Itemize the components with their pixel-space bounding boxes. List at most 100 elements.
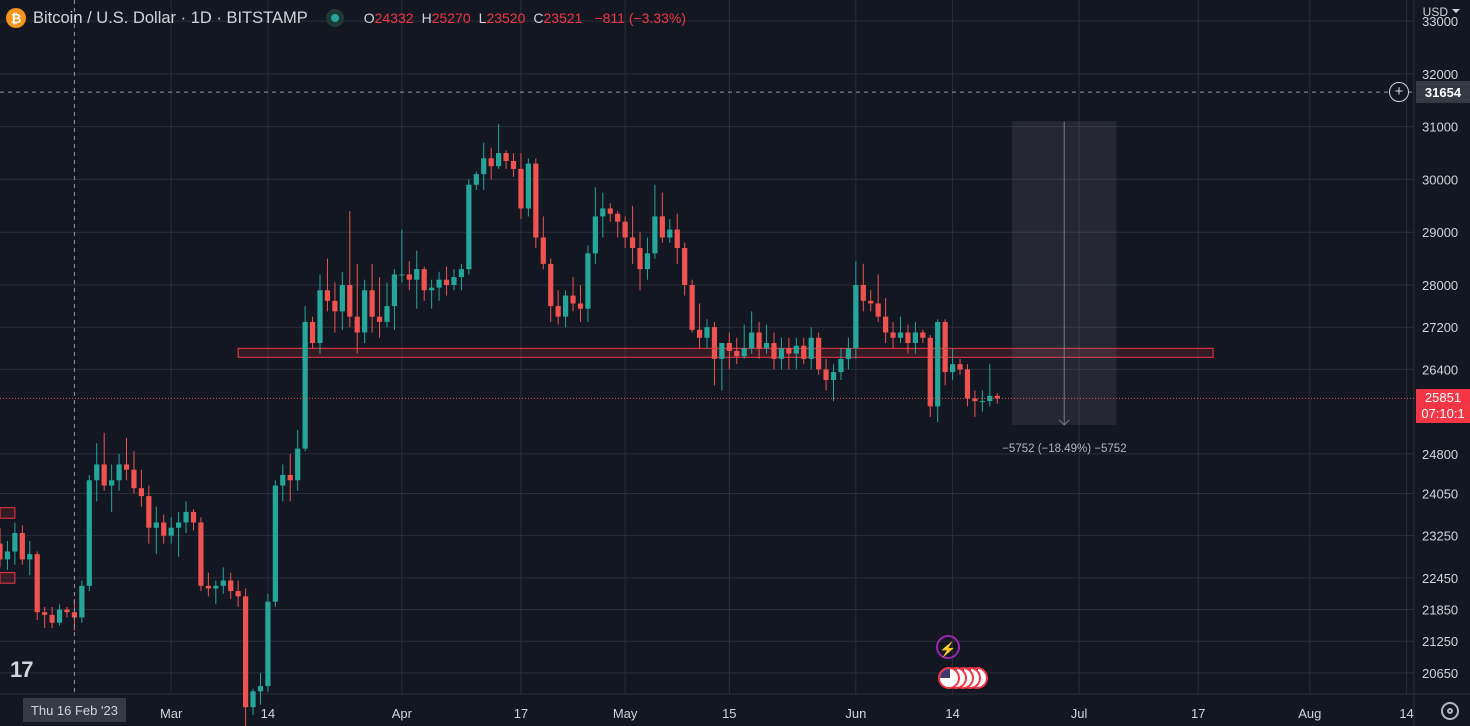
candle-body xyxy=(875,303,881,317)
candle-body xyxy=(778,348,785,359)
candle-body xyxy=(964,369,971,399)
price-tick-label: 28000 xyxy=(1422,278,1458,293)
candle-body xyxy=(570,295,576,304)
candle-body xyxy=(138,488,145,497)
candle-body xyxy=(763,343,770,349)
measure-tool-label: −5752 (−18.49%) −5752 xyxy=(1002,442,1127,455)
lightning-event-icon[interactable]: ⚡ xyxy=(936,635,960,659)
low-key: L xyxy=(478,10,487,26)
candle-body xyxy=(272,485,278,602)
candle-body xyxy=(667,229,673,238)
candle-body xyxy=(220,580,226,586)
candle-body xyxy=(905,332,911,344)
tradingview-logo[interactable]: 17 xyxy=(10,657,34,682)
time-tick-label: Apr xyxy=(392,706,413,721)
measure-arrow-head xyxy=(1058,419,1070,426)
symbol-title[interactable]: Bitcoin / U.S. Dollar · 1D · BITSTAMP xyxy=(33,8,308,27)
candle-body xyxy=(391,274,398,307)
candle-body xyxy=(897,332,904,338)
candle-body xyxy=(414,269,420,280)
candle-body xyxy=(376,316,383,322)
time-tick-label: 15 xyxy=(722,706,736,721)
candle-body xyxy=(979,401,985,403)
candle-body xyxy=(525,163,531,209)
candle-body xyxy=(496,153,502,167)
price-tick-label: 33000 xyxy=(1422,14,1458,29)
support-zone xyxy=(237,347,1214,358)
candle-body xyxy=(696,329,703,338)
candle-body xyxy=(972,398,978,402)
candle-body xyxy=(562,295,569,317)
candle-body xyxy=(443,279,450,285)
candle-body xyxy=(793,345,799,354)
low-value: 23520 xyxy=(486,10,526,26)
candle-body xyxy=(153,522,159,528)
close-value: 23521 xyxy=(543,10,583,26)
candle-body xyxy=(429,287,435,291)
candle-body xyxy=(190,511,197,523)
candle-body xyxy=(242,596,249,708)
candle-body xyxy=(994,395,1000,399)
candle-body xyxy=(749,332,755,349)
support-zone xyxy=(0,507,16,519)
candle-body xyxy=(801,345,807,359)
candle-body xyxy=(101,464,107,486)
candle-body xyxy=(362,290,368,333)
chart-settings-icon[interactable] xyxy=(1441,702,1459,720)
candle-body xyxy=(942,321,948,373)
candle-body xyxy=(957,364,963,370)
time-tick-label: Jul xyxy=(1071,706,1088,721)
bar-countdown: 07:10:1 xyxy=(1421,406,1465,422)
candle-body xyxy=(711,327,718,359)
candle-body xyxy=(250,691,256,708)
candle-body xyxy=(123,464,130,470)
price-tick-label: 26400 xyxy=(1422,362,1458,377)
candle-body xyxy=(481,158,487,175)
last-price-value: 25851 xyxy=(1424,390,1462,406)
candle-body xyxy=(838,358,844,373)
candle-body xyxy=(607,208,613,214)
candle-body xyxy=(741,348,747,357)
candle-body xyxy=(548,263,554,307)
market-status-icon[interactable] xyxy=(325,9,344,27)
candle-body xyxy=(912,332,918,344)
candle-body xyxy=(257,686,264,692)
candle-body xyxy=(883,316,889,333)
time-tick-label: May xyxy=(613,706,638,721)
time-tick-label: 17 xyxy=(514,706,528,721)
candle-body xyxy=(533,163,539,238)
candle-body xyxy=(34,554,40,613)
candle-body xyxy=(86,480,92,586)
time-tick-label: 14 xyxy=(945,706,959,721)
candle-body xyxy=(987,395,993,402)
candle-body xyxy=(637,248,643,270)
us-flag-event-icon[interactable] xyxy=(938,667,960,689)
add-alert-plus-icon[interactable]: + xyxy=(1389,82,1409,103)
candle-body xyxy=(4,551,11,560)
price-tick-label: 27200 xyxy=(1422,320,1458,335)
candle-body xyxy=(198,522,204,586)
candle-body xyxy=(309,321,316,344)
currency-selector[interactable]: USD xyxy=(1422,5,1461,19)
price-tick-label: 20650 xyxy=(1422,666,1458,681)
ohlc-values: O24332 H25270 L23520 C23521 −811 (−3.33%… xyxy=(364,10,686,26)
candle-body xyxy=(369,290,375,317)
time-tick-label: Aug xyxy=(1298,706,1321,721)
price-change: −811 (−3.33%) xyxy=(594,10,687,26)
candle-body xyxy=(674,229,680,249)
candle-body xyxy=(704,327,710,338)
symbol-header: ₿ Bitcoin / U.S. Dollar · 1D · BITSTAMP … xyxy=(6,7,686,29)
candle-body xyxy=(473,174,479,185)
high-key: H xyxy=(421,10,432,26)
candle-body xyxy=(265,601,271,687)
candle-body xyxy=(622,221,628,238)
candle-body xyxy=(354,316,360,333)
candle-body xyxy=(600,208,606,217)
candle-body xyxy=(659,216,665,238)
candle-body xyxy=(168,527,174,536)
candle-body xyxy=(131,469,137,489)
candle-body xyxy=(295,448,301,481)
price-tick-label: 29000 xyxy=(1422,225,1458,240)
